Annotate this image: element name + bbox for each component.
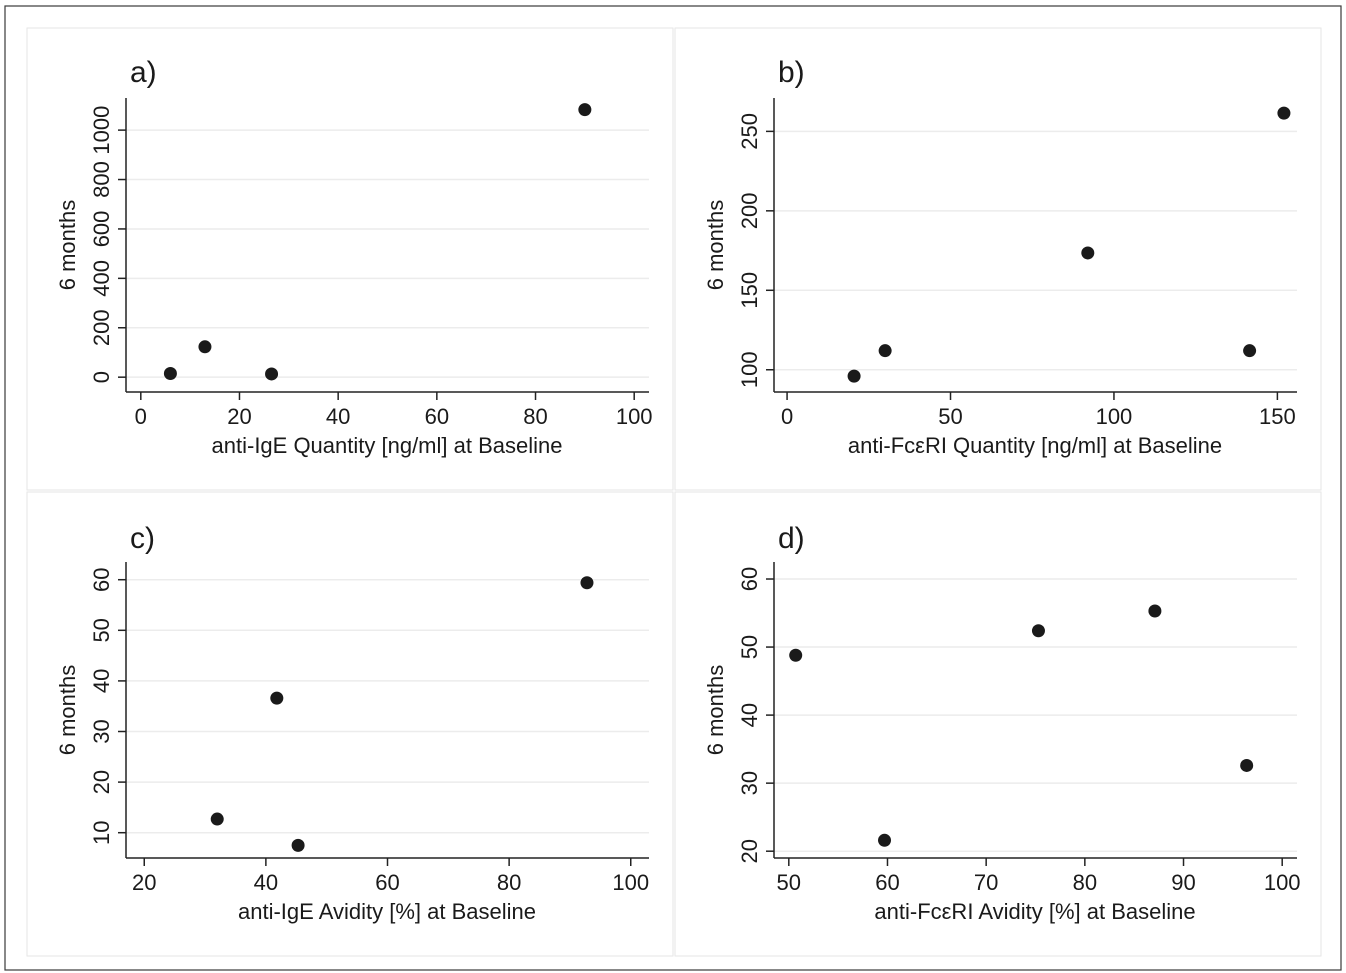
chart-2-x-tick-label-2: 60 xyxy=(375,870,399,895)
chart-3-point-1 xyxy=(878,833,892,847)
chart-1: 0 50 100 150 100 150 200 250 b) anti-FcεRI Quanti… xyxy=(674,27,1322,491)
chart-2-x-tick-label-0: 20 xyxy=(132,870,156,895)
chart-1-point-1 xyxy=(878,344,892,358)
chart-2-y-tick-label-4: 50 xyxy=(89,618,114,642)
chart-0-x-tick-label-4: 80 xyxy=(523,404,547,429)
chart-1-y-tick-label-3: 250 xyxy=(737,113,762,150)
chart-0-point-0 xyxy=(163,366,177,380)
chart-3-y-axis-label: 6 months xyxy=(703,665,728,756)
chart-1-point-4 xyxy=(1277,106,1291,120)
chart-0-x-tick-label-3: 60 xyxy=(425,404,449,429)
chart-2-x-tick-label-3: 80 xyxy=(497,870,521,895)
chart-3-x-tick-label-4: 90 xyxy=(1171,870,1195,895)
chart-2-y-axis-label: 6 months xyxy=(55,665,80,756)
chart-2-panel-label: c) xyxy=(130,522,155,555)
chart-3-y-tick-label-4: 60 xyxy=(737,567,762,591)
chart-0-x-tick-label-1: 20 xyxy=(227,404,251,429)
chart-1-x-tick-label-0: 0 xyxy=(781,404,793,429)
chart-1-x-tick-label-3: 150 xyxy=(1259,404,1296,429)
chart-1-y-tick-label-0: 100 xyxy=(737,351,762,388)
chart-3-background xyxy=(674,491,1322,957)
chart-3-x-tick-label-5: 100 xyxy=(1264,870,1301,895)
chart-2-x-tick-label-1: 40 xyxy=(254,870,278,895)
chart-1-y-tick-label-1: 150 xyxy=(737,272,762,309)
chart-2-point-1 xyxy=(270,691,284,705)
chart-1-y-axis-label: 6 months xyxy=(703,200,728,291)
chart-2-y-tick-label-1: 20 xyxy=(89,770,114,794)
chart-2-y-tick-label-5: 60 xyxy=(89,567,114,591)
chart-0-point-2 xyxy=(265,367,279,381)
chart-3-x-tick-label-3: 80 xyxy=(1073,870,1097,895)
chart-2-y-tick-label-3: 40 xyxy=(89,669,114,693)
chart-0-y-tick-label-5: 1000 xyxy=(89,106,114,155)
chart-2-point-0 xyxy=(210,812,224,826)
chart-0-point-3 xyxy=(578,103,592,117)
chart-3-point-4 xyxy=(1240,758,1254,772)
chart-1-x-tick-label-2: 100 xyxy=(1096,404,1133,429)
chart-2-point-3 xyxy=(580,576,594,590)
chart-3-panel-label: d) xyxy=(778,522,805,555)
chart-0-y-tick-label-4: 800 xyxy=(89,161,114,198)
chart-3-y-tick-label-3: 50 xyxy=(737,635,762,659)
chart-3-point-2 xyxy=(1031,624,1045,638)
chart-3-point-3 xyxy=(1148,604,1162,618)
chart-1-point-3 xyxy=(1243,344,1257,358)
chart-1-background xyxy=(674,27,1322,491)
chart-0-panel-label: a) xyxy=(130,56,157,89)
chart-3-x-tick-label-0: 50 xyxy=(777,870,801,895)
chart-0-y-tick-label-1: 200 xyxy=(89,309,114,346)
chart-1-x-axis-label: anti-FcεRI Quantity [ng/ml] at Baseline xyxy=(848,433,1222,458)
chart-0-y-tick-label-0: 0 xyxy=(89,371,114,383)
chart-3-point-0 xyxy=(789,648,803,662)
chart-2: 20 40 60 80 100 10 20 30 40 50 60 c) anti-IgE Avidit… xyxy=(26,491,674,957)
chart-0: 0 20 40 60 80 10002004006008001000a)anti-IgE … xyxy=(26,27,674,491)
chart-0-y-tick-label-2: 400 xyxy=(89,260,114,297)
chart-2-y-tick-label-0: 10 xyxy=(89,820,114,844)
chart-3: 50 60 70 80 90 100 20 30 40 50 60 d) anti-FcεRI Avid… xyxy=(674,491,1322,957)
chart-3-y-tick-label-1: 30 xyxy=(737,771,762,795)
chart-3-y-tick-label-0: 20 xyxy=(737,839,762,863)
panels: 0 20 40 60 80 10002004006008001000a)anti-IgE … xyxy=(26,27,1322,957)
chart-0-y-axis-label: 6 months xyxy=(55,200,80,291)
chart-1-point-0 xyxy=(847,369,861,383)
chart-0-x-tick-label-5: 100 xyxy=(616,404,653,429)
chart-0-x-axis-label: anti-IgE Quantity [ng/ml] at Baseline xyxy=(212,433,563,458)
outer-border xyxy=(4,5,1342,971)
chart-3-x-axis-label: anti-FcεRI Avidity [%] at Baseline xyxy=(874,899,1195,924)
chart-0-y-tick-label-3: 600 xyxy=(89,211,114,248)
chart-1-x-tick-label-1: 50 xyxy=(938,404,962,429)
chart-0-x-tick-label-2: 40 xyxy=(326,404,350,429)
chart-3-y-tick-label-2: 40 xyxy=(737,703,762,727)
chart-1-panel-label: b) xyxy=(778,56,805,89)
chart-3-x-tick-label-1: 60 xyxy=(875,870,899,895)
chart-2-y-tick-label-2: 30 xyxy=(89,719,114,743)
chart-3-x-tick-label-2: 70 xyxy=(974,870,998,895)
chart-0-background xyxy=(26,27,674,491)
chart-2-x-tick-label-4: 100 xyxy=(612,870,649,895)
chart-0-x-tick-label-0: 0 xyxy=(135,404,147,429)
chart-2-background xyxy=(26,491,674,957)
chart-1-y-tick-label-2: 200 xyxy=(737,192,762,229)
chart-0-point-1 xyxy=(198,340,212,354)
chart-1-point-2 xyxy=(1081,246,1095,260)
chart-2-x-axis-label: anti-IgE Avidity [%] at Baseline xyxy=(238,899,536,924)
chart-2-point-2 xyxy=(291,838,305,852)
